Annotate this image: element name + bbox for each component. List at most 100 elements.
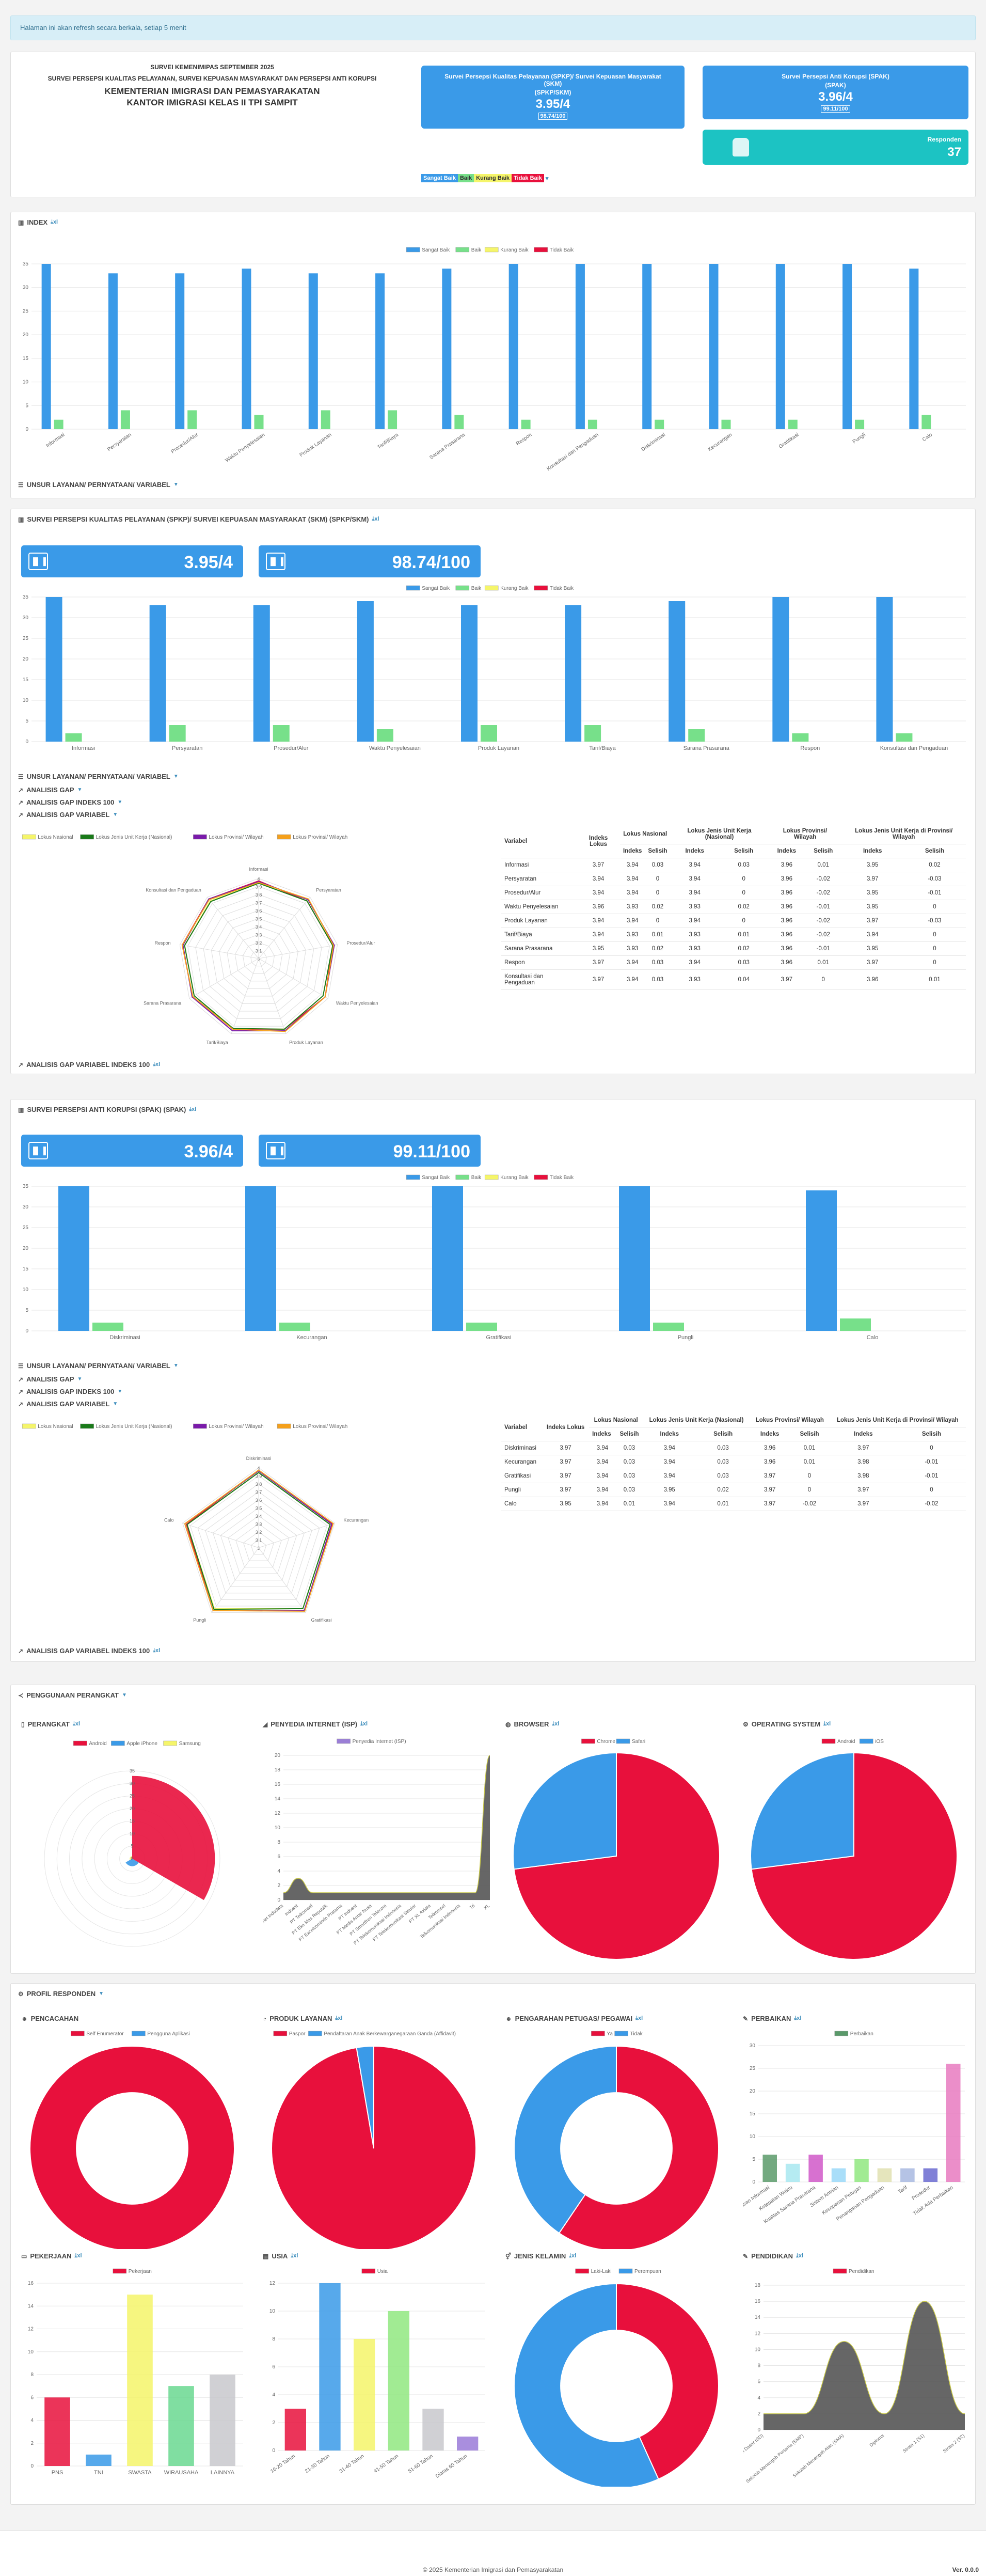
y-tick-label: 20	[23, 1246, 29, 1251]
table-cell: 3.98	[829, 1455, 897, 1469]
legend-label: Lokus Jenis Unit Kerja (Nasional)	[96, 835, 172, 840]
wrench-icon: ✎	[743, 2015, 749, 2022]
table-cell: Produk Layanan	[501, 914, 577, 928]
os-title: ⚙ OPERATING SYSTEM ⤓xl	[743, 1720, 831, 1728]
table-cell: Waktu Penyelesaian	[501, 900, 577, 914]
y-tick-label: 0	[25, 1328, 28, 1334]
table-cell: 3.94	[670, 914, 719, 928]
table-subheader: Selisih	[645, 844, 671, 858]
download-icon[interactable]: ⤓xl	[635, 2015, 643, 2021]
y-tick-label: 4	[757, 2395, 760, 2401]
bar	[584, 725, 601, 742]
y-tick-label: 10	[23, 380, 29, 385]
header-legend: Sangat Baik Baik Kurang Baik Tidak Baik …	[421, 174, 548, 182]
bar	[762, 2155, 777, 2182]
spak-gap-table: Variabel Indeks Lokus Lokus Nasional Lokus …	[501, 1413, 966, 1511]
table-cell: 0.03	[645, 858, 671, 872]
spak-score-card: Survei Persepsi Anti Korupsi (SPAK) (SPA…	[703, 66, 968, 119]
download-icon[interactable]: ⤓xl	[335, 2015, 343, 2021]
x-tick-label: Respon	[800, 745, 820, 751]
download-icon[interactable]: ⤓xl	[372, 516, 379, 522]
y-tick-label: 0	[30, 2463, 34, 2469]
radar-axis-label: Prosedur/Alur	[346, 940, 375, 946]
table-cell: 3.97	[829, 1441, 897, 1455]
legend-swatch	[73, 1740, 87, 1746]
y-tick-label: 16	[28, 2281, 34, 2286]
download-icon[interactable]: ⤓xl	[823, 1721, 831, 1727]
ministry-name: KEMENTERIAN IMIGRASI DAN PEMASYARAKATAN	[104, 86, 320, 96]
perangkat-polar-chart: Android Apple iPhone Samsung 0 5 10 15 20 25 30 35	[44, 1740, 220, 1947]
browser-pie-chart: Chrome Safari	[513, 1738, 720, 1960]
download-icon[interactable]: ⤓xl	[74, 2253, 82, 2259]
download-icon[interactable]: ⤓xl	[796, 2253, 804, 2259]
spkp-unsur-link[interactable]: ☰ UNSUR LAYANAN/ PERNYATAAN/ VARIABEL ▼	[18, 773, 179, 780]
legend-swatch	[455, 247, 470, 253]
chevron-down-icon: ▼	[77, 787, 83, 793]
bar	[792, 733, 809, 742]
table-cell: 3.97	[829, 1497, 897, 1511]
table-cell: 0	[789, 1469, 830, 1483]
bar	[806, 1190, 837, 1331]
download-icon[interactable]: ⤓xl	[72, 1721, 81, 1727]
spak-gapvar100-link[interactable]: ↗ ANALISIS GAP VARIABEL INDEKS 100 ⤓xl	[18, 1647, 161, 1655]
download-icon[interactable]: ⤓xl	[153, 1061, 161, 1067]
download-icon[interactable]: ⤓xl	[189, 1106, 197, 1112]
spak-gap100-link[interactable]: ↗ ANALISIS GAP INDEKS 100 ▼	[18, 1388, 123, 1395]
bar	[357, 601, 374, 742]
radar-grid	[250, 950, 267, 967]
spak-gap-link[interactable]: ↗ ANALISIS GAP ▼	[18, 1375, 83, 1383]
table-cell: 0.01	[789, 1441, 830, 1455]
spkp-gapvar-link[interactable]: ↗ ANALISIS GAP VARIABEL ▼	[18, 811, 118, 819]
spkp-gap-link[interactable]: ↗ ANALISIS GAP ▼	[18, 786, 83, 794]
table-cell: -0.03	[903, 872, 966, 886]
table-cell: 3.94	[577, 914, 620, 928]
download-icon[interactable]: ⤓xl	[794, 2015, 802, 2021]
radar-series	[186, 1472, 331, 1610]
bar	[909, 269, 919, 429]
download-icon[interactable]: ⤓xl	[291, 2253, 298, 2259]
index-unsur-link[interactable]: ☰ UNSUR LAYANAN/ PERNYATAAN/ VARIABEL ▼	[18, 481, 179, 489]
bar	[321, 410, 330, 429]
spkp-gapvar100-link[interactable]: ↗ ANALISIS GAP VARIABEL INDEKS 100 ⤓xl	[18, 1061, 161, 1069]
legend-label: Android	[837, 1739, 855, 1745]
legend-label: Android	[89, 1741, 106, 1747]
download-icon[interactable]: ⤓xl	[153, 1647, 161, 1654]
table-cell: 0.01	[696, 1497, 750, 1511]
legend-toggle-icon[interactable]: ▾	[545, 175, 549, 182]
download-icon[interactable]: ⤓xl	[552, 1721, 560, 1727]
download-icon[interactable]: ⤓xl	[569, 2253, 577, 2259]
x-tick-label: 16-20 Tahun	[269, 2453, 296, 2474]
y-tick-label: 10	[755, 2347, 761, 2352]
legend-swatch	[22, 834, 36, 840]
chart-line-icon: ↗	[18, 1061, 24, 1069]
bar	[168, 2386, 194, 2466]
version: Ver. 0.0.0	[952, 2566, 979, 2573]
spak-gapvar-link[interactable]: ↗ ANALISIS GAP VARIABEL ▼	[18, 1400, 118, 1408]
perbaikan-bar-chart: Perbaikan 0 5 10 15 20 25 30 Kejelasan Informasi…	[743, 2031, 965, 2225]
bar	[461, 605, 478, 742]
table-cell: 3.96	[768, 886, 805, 900]
table-cell: -0.03	[903, 914, 966, 928]
download-icon[interactable]: ⤓xl	[51, 219, 58, 225]
pencacahan-title: ☻ PENCACAHAN	[21, 2015, 79, 2022]
y-tick-label: 12	[275, 1811, 281, 1816]
spkp-gap100-link[interactable]: ↗ ANALISIS GAP INDEKS 100 ▼	[18, 798, 123, 806]
y-tick-label: 16	[755, 2299, 761, 2304]
x-tick-label: Informasi	[72, 745, 95, 751]
legend-swatch	[277, 1423, 291, 1429]
globe-icon: ◍	[505, 1720, 511, 1728]
y-tick-label: 25	[23, 636, 29, 641]
legend-swatch	[193, 1423, 207, 1429]
table-row: Gratifikasi 3.97 3.94 0.03 3.94 0.03 3.97 0 3.98…	[501, 1469, 966, 1483]
usia-bar-chart: Usia 0 2 4 6 8 10 12 16-20 Tahun 21-30 Tahun 31-40…	[269, 2268, 485, 2479]
y-tick-label: 2	[757, 2411, 760, 2417]
table-cell: -0.02	[805, 914, 842, 928]
legend-label: Pekerjaan	[129, 2269, 152, 2274]
y-tick-label: 12	[269, 2281, 276, 2286]
download-icon[interactable]: ⤓xl	[360, 1721, 368, 1727]
spak-unsur-link[interactable]: ☰ UNSUR LAYANAN/ PERNYATAAN/ VARIABEL ▼	[18, 1362, 179, 1370]
bar	[896, 733, 913, 742]
radar-grid	[211, 910, 307, 1004]
table-cell: 3.97	[577, 969, 620, 990]
